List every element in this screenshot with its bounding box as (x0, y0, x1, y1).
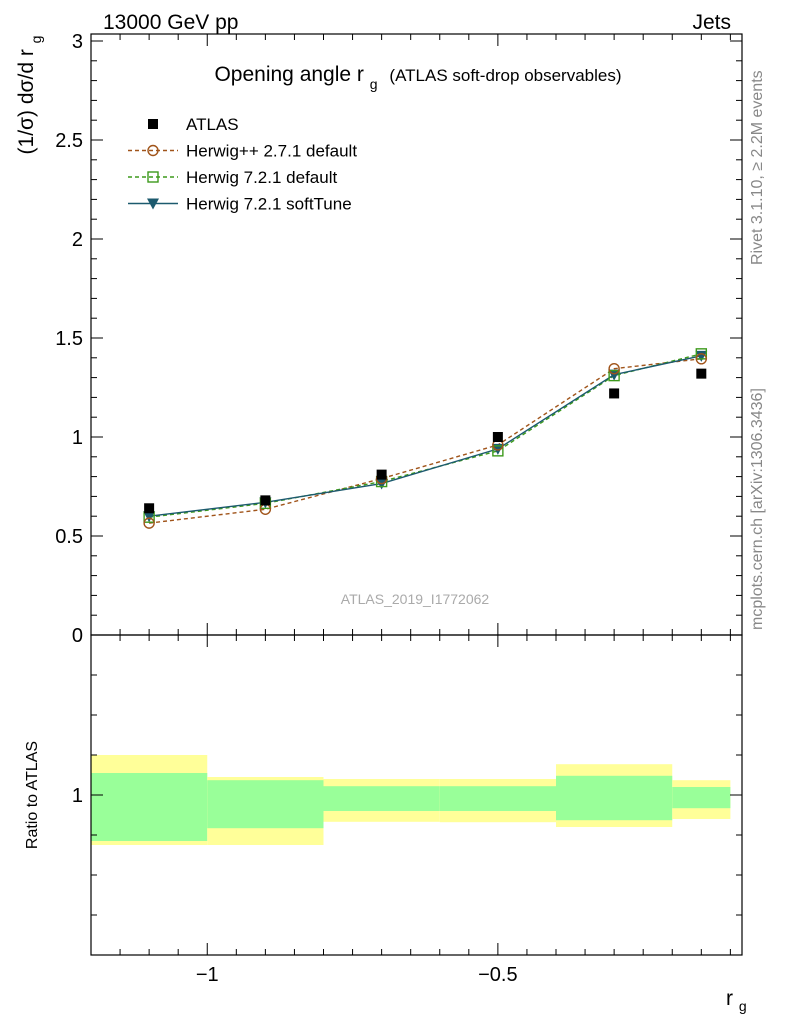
legend-label: Herwig 7.2.1 softTune (186, 195, 352, 214)
main-ylabel: (1/σ) dσ/d r g (15, 36, 44, 155)
ratio-frame (90, 634, 743, 956)
legend-marker (147, 198, 159, 210)
series-0-point (376, 469, 387, 480)
x-tick-label: −1 (196, 964, 219, 986)
series-1-point (608, 362, 620, 375)
main-ylabel-text: (1/σ) dσ/d r (15, 49, 38, 154)
legend-label: Herwig++ 2.7.1 default (186, 142, 357, 161)
ratio-band-inner (323, 786, 440, 811)
x-axis-label-sub: g (739, 998, 747, 1014)
ratio-band-inner (439, 786, 556, 811)
legend-label: ATLAS (186, 115, 239, 134)
x-axis-label-text: r (726, 987, 733, 1010)
y-tick-label: 2.5 (55, 130, 83, 152)
side-label-mcplots: mcplots.cern.ch [arXiv:1306.3436] (749, 388, 766, 630)
ratio-panel: −1 −0.5 1 Ratio to ATLAS r g (24, 634, 747, 1014)
series-0-point (144, 503, 155, 514)
legend-label: Herwig 7.2.1 default (186, 168, 337, 187)
main-axes: 0 0.5 1 1.5 2 2.5 3 (55, 31, 742, 647)
legend-marker (147, 144, 159, 157)
y-tick-label: 0 (72, 625, 83, 647)
y-tick-label: 0.5 (55, 526, 83, 548)
series-0-point (260, 495, 271, 506)
ratio-ylabel: Ratio to ATLAS (24, 741, 41, 849)
main-panel: 0 0.5 1 1.5 2 2.5 3 Opening angle r g (ATLAS s… (55, 31, 743, 647)
series-0-point (492, 432, 503, 442)
header-right-label: Jets (692, 11, 731, 34)
legend-marker (147, 171, 159, 183)
legend-marker (148, 119, 158, 129)
side-label-rivet: Rivet 3.1.10, ≥ 2.2M events (749, 70, 766, 265)
chart-title-suffix: (ATLAS soft-drop observables) (389, 66, 621, 85)
ratio-band-inner (672, 787, 731, 809)
main-marks (143, 348, 708, 529)
chart-title-sub: g (370, 76, 378, 92)
x-tick-label: −0.5 (478, 964, 517, 986)
ratio-band-inner (91, 773, 208, 841)
ratio-y-tick-label: 1 (72, 785, 83, 807)
ratio-axes: −1 −0.5 1 (72, 635, 742, 986)
chart-title-text: Opening angle r (214, 63, 363, 86)
chart-title: Opening angle r g (ATLAS soft-drop obser… (214, 63, 621, 94)
series-1-point (695, 353, 708, 365)
ratio-bands (91, 755, 731, 845)
series-line-1 (149, 358, 702, 524)
y-tick-label: 3 (72, 31, 83, 53)
main-ylabel-sub: g (28, 36, 44, 44)
series-3-point (143, 511, 156, 523)
series-0-point (696, 368, 707, 379)
svg-text:(1/σ) dσ/d r g: (1/σ) dσ/d r g (15, 36, 44, 155)
series-line-3 (149, 355, 702, 517)
series-2-point (492, 445, 504, 457)
legend: ATLAS Herwig++ 2.7.1 default Herwig 7.2.1 … (128, 115, 357, 214)
x-axis-label: r g (726, 987, 747, 1014)
series-3-point (695, 350, 708, 362)
y-tick-label: 1 (72, 427, 83, 449)
watermark: ATLAS_2019_I1772062 (341, 591, 490, 607)
series-2-point (695, 348, 708, 360)
series-1-point (143, 517, 155, 529)
y-tick-label: 2 (72, 229, 83, 251)
series-0-point (609, 388, 620, 399)
header-left-label: 13000 GeV pp (103, 11, 238, 34)
series-2-point (608, 369, 620, 382)
y-tick-label: 1.5 (55, 328, 83, 350)
ratio-band-inner (556, 775, 673, 821)
ratio-band-inner (207, 780, 324, 829)
